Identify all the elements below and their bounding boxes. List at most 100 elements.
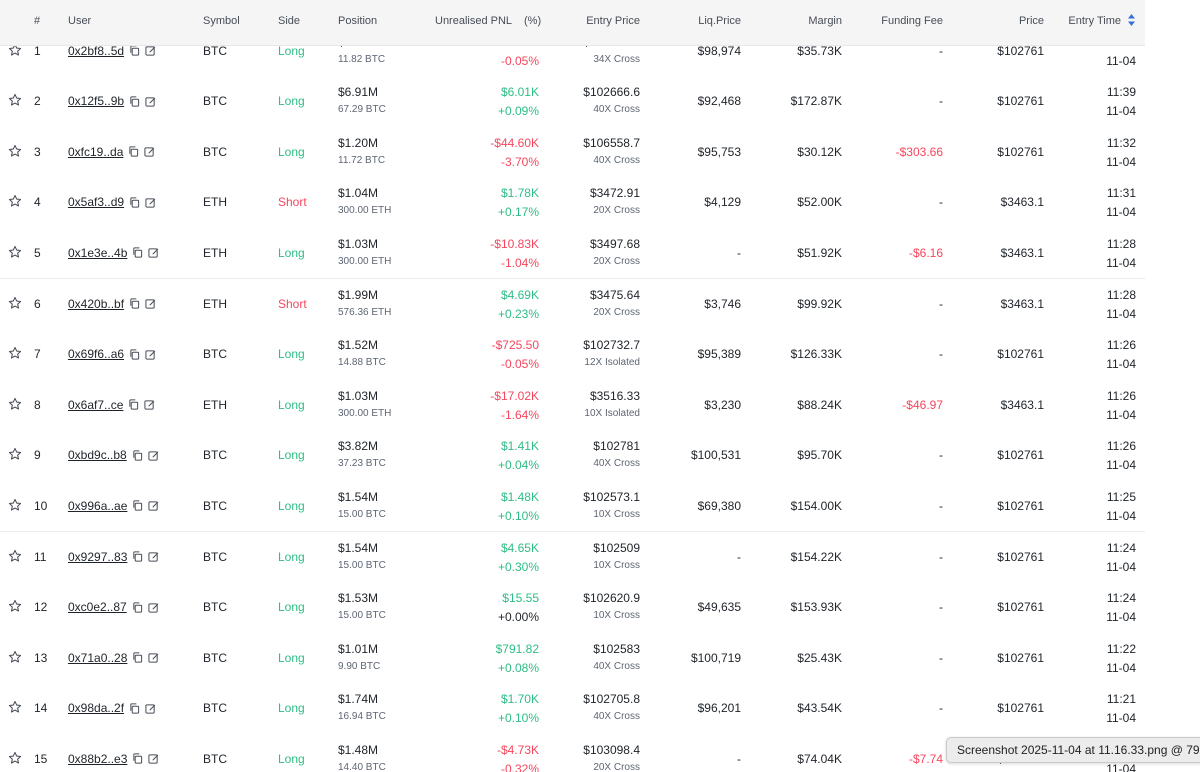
- table-row[interactable]: 15 0x88b2..e3 BTC Long $1.48M 14.40 BTC -$4.73…: [0, 733, 1145, 772]
- favorite-star-icon[interactable]: [8, 549, 22, 563]
- user-address-link[interactable]: 0xbd9c..b8: [68, 448, 127, 463]
- col-header-user[interactable]: User: [68, 15, 92, 27]
- table-row[interactable]: 12 0xc0e2..87 BTC Long $1.53M 15.00 BTC $15.55…: [0, 582, 1145, 634]
- liq-price: $49,635: [697, 600, 741, 615]
- table-row[interactable]: 3 0xfc19..da BTC Long $1.20M 11.72 BTC -$44.60…: [0, 126, 1145, 179]
- unrealised-pnl: -$10.83K: [490, 236, 539, 251]
- col-header-liq-price[interactable]: Liq.Price: [698, 15, 741, 27]
- pnl-percent: +0.00%: [497, 610, 539, 625]
- copy-icon[interactable]: [129, 96, 140, 107]
- favorite-star-icon[interactable]: [8, 245, 22, 259]
- user-address-link[interactable]: 0x1e3e..4b: [68, 245, 128, 260]
- user-address-link[interactable]: 0x12f5..9b: [68, 94, 125, 109]
- favorite-star-icon[interactable]: [8, 751, 22, 765]
- favorite-star-icon[interactable]: [8, 498, 22, 512]
- favorite-star-icon[interactable]: [8, 599, 22, 613]
- copy-icon[interactable]: [129, 45, 140, 56]
- col-header-position[interactable]: Position: [338, 15, 378, 27]
- copy-icon[interactable]: [129, 298, 140, 309]
- favorite-star-icon[interactable]: [8, 296, 22, 310]
- entry-price: $103098.4: [583, 742, 640, 757]
- sort-icon[interactable]: [1127, 13, 1136, 30]
- table-row[interactable]: 13 0x71a0..28 BTC Long $1.01M 9.90 BTC $791.82…: [0, 632, 1145, 685]
- col-header-symbol[interactable]: Symbol: [203, 15, 240, 27]
- copy-icon[interactable]: [132, 247, 143, 258]
- edit-icon[interactable]: [148, 652, 159, 663]
- funding-fee: -: [939, 195, 943, 210]
- copy-icon[interactable]: [132, 450, 143, 461]
- table-row[interactable]: 10 0x996a..ae BTC Long $1.54M 15.00 BTC $1.48K…: [0, 480, 1145, 533]
- user-cell: 0x69f6..a6: [68, 347, 156, 361]
- edit-icon[interactable]: [148, 450, 159, 461]
- copy-icon[interactable]: [129, 703, 140, 714]
- edit-icon[interactable]: [148, 551, 159, 562]
- favorite-star-icon[interactable]: [8, 43, 22, 57]
- user-address-link[interactable]: 0xc0e2..87: [68, 600, 127, 615]
- edit-icon[interactable]: [144, 146, 155, 157]
- col-header-price[interactable]: Price: [1018, 15, 1044, 27]
- entry-time: 11:26: [1106, 388, 1136, 403]
- edit-icon[interactable]: [145, 349, 156, 360]
- col-header-funding-fee[interactable]: Funding Fee: [881, 15, 943, 27]
- favorite-star-icon[interactable]: [8, 194, 22, 208]
- edit-icon[interactable]: [145, 96, 156, 107]
- edit-icon[interactable]: [148, 247, 159, 258]
- favorite-star-icon[interactable]: [8, 700, 22, 714]
- user-address-link[interactable]: 0x98da..2f: [68, 701, 125, 716]
- copy-icon[interactable]: [129, 349, 140, 360]
- copy-icon[interactable]: [132, 753, 143, 764]
- user-address-link[interactable]: 0x9297..83: [68, 549, 128, 564]
- col-header-entry-time[interactable]: Entry Time: [1068, 15, 1121, 27]
- col-header-entry-price[interactable]: Entry Price: [586, 15, 640, 27]
- filename-tooltip: Screenshot 2025-11-04 at 11.16.33.png @ …: [946, 737, 1200, 763]
- user-address-link[interactable]: 0x420b..bf: [68, 296, 125, 311]
- user-address-link[interactable]: 0x2bf8..5d: [68, 43, 125, 58]
- copy-icon[interactable]: [132, 602, 143, 613]
- table-row[interactable]: 2 0x12f5..9b BTC Long $6.91M 67.29 BTC $6.01K +…: [0, 76, 1145, 128]
- edit-icon[interactable]: [145, 197, 156, 208]
- favorite-star-icon[interactable]: [8, 397, 22, 411]
- table-row[interactable]: 9 0xbd9c..b8 BTC Long $3.82M 37.23 BTC $1.41K +…: [0, 430, 1145, 482]
- favorite-star-icon[interactable]: [8, 650, 22, 664]
- funding-fee: -$6.16: [908, 245, 943, 260]
- copy-icon[interactable]: [129, 197, 140, 208]
- copy-icon[interactable]: [128, 146, 139, 157]
- table-row[interactable]: 4 0x5af3..d9 ETH Short $1.04M 300.00 ETH $1.78…: [0, 177, 1145, 229]
- col-header-unrealised-pnl[interactable]: Unrealised PNL: [435, 15, 513, 27]
- table-row[interactable]: 5 0x1e3e..4b ETH Long $1.03M 300.00 ETH -$10.8…: [0, 227, 1145, 280]
- user-address-link[interactable]: 0x5af3..d9: [68, 195, 125, 210]
- favorite-star-icon[interactable]: [8, 144, 22, 158]
- favorite-star-icon[interactable]: [8, 346, 22, 360]
- col-header-side[interactable]: Side: [278, 15, 301, 27]
- user-cell: 0xc0e2..87: [68, 600, 159, 614]
- copy-icon[interactable]: [128, 399, 139, 410]
- edit-icon[interactable]: [145, 45, 156, 56]
- user-address-link[interactable]: 0x69f6..a6: [68, 347, 125, 362]
- copy-icon[interactable]: [132, 652, 143, 663]
- entry-price: $3497.68: [589, 236, 640, 251]
- edit-icon[interactable]: [148, 500, 159, 511]
- copy-icon[interactable]: [132, 500, 143, 511]
- table-row[interactable]: 8 0x6af7..ce ETH Long $1.03M 300.00 ETH -$17.0…: [0, 379, 1145, 432]
- table-row[interactable]: 11 0x9297..83 BTC Long $1.54M 15.00 BTC $4.65K…: [0, 531, 1145, 584]
- edit-icon[interactable]: [144, 399, 155, 410]
- user-address-link[interactable]: 0x6af7..ce: [68, 397, 124, 412]
- edit-icon[interactable]: [145, 703, 156, 714]
- favorite-star-icon[interactable]: [8, 93, 22, 107]
- copy-icon[interactable]: [132, 551, 143, 562]
- entry-price: $102620.9: [583, 591, 640, 606]
- favorite-star-icon[interactable]: [8, 447, 22, 461]
- table-row[interactable]: 6 0x420b..bf ETH Short $1.99M 576.36 ETH $4.69…: [0, 278, 1145, 331]
- user-address-link[interactable]: 0x71a0..28: [68, 650, 128, 665]
- edit-icon[interactable]: [145, 298, 156, 309]
- leverage-mode: 34X Cross: [593, 53, 640, 65]
- user-address-link[interactable]: 0x996a..ae: [68, 498, 128, 513]
- user-address-link[interactable]: 0xfc19..da: [68, 144, 124, 159]
- col-header-margin[interactable]: Margin: [808, 15, 842, 27]
- user-address-link[interactable]: 0x88b2..e3: [68, 751, 128, 766]
- table-row[interactable]: 14 0x98da..2f BTC Long $1.74M 16.94 BTC $1.70K…: [0, 683, 1145, 735]
- table-row[interactable]: 7 0x69f6..a6 BTC Long $1.52M 14.88 BTC -$725.5…: [0, 329, 1145, 381]
- edit-icon[interactable]: [148, 753, 159, 764]
- edit-icon[interactable]: [148, 602, 159, 613]
- mark-price: $3463.1: [1000, 195, 1044, 210]
